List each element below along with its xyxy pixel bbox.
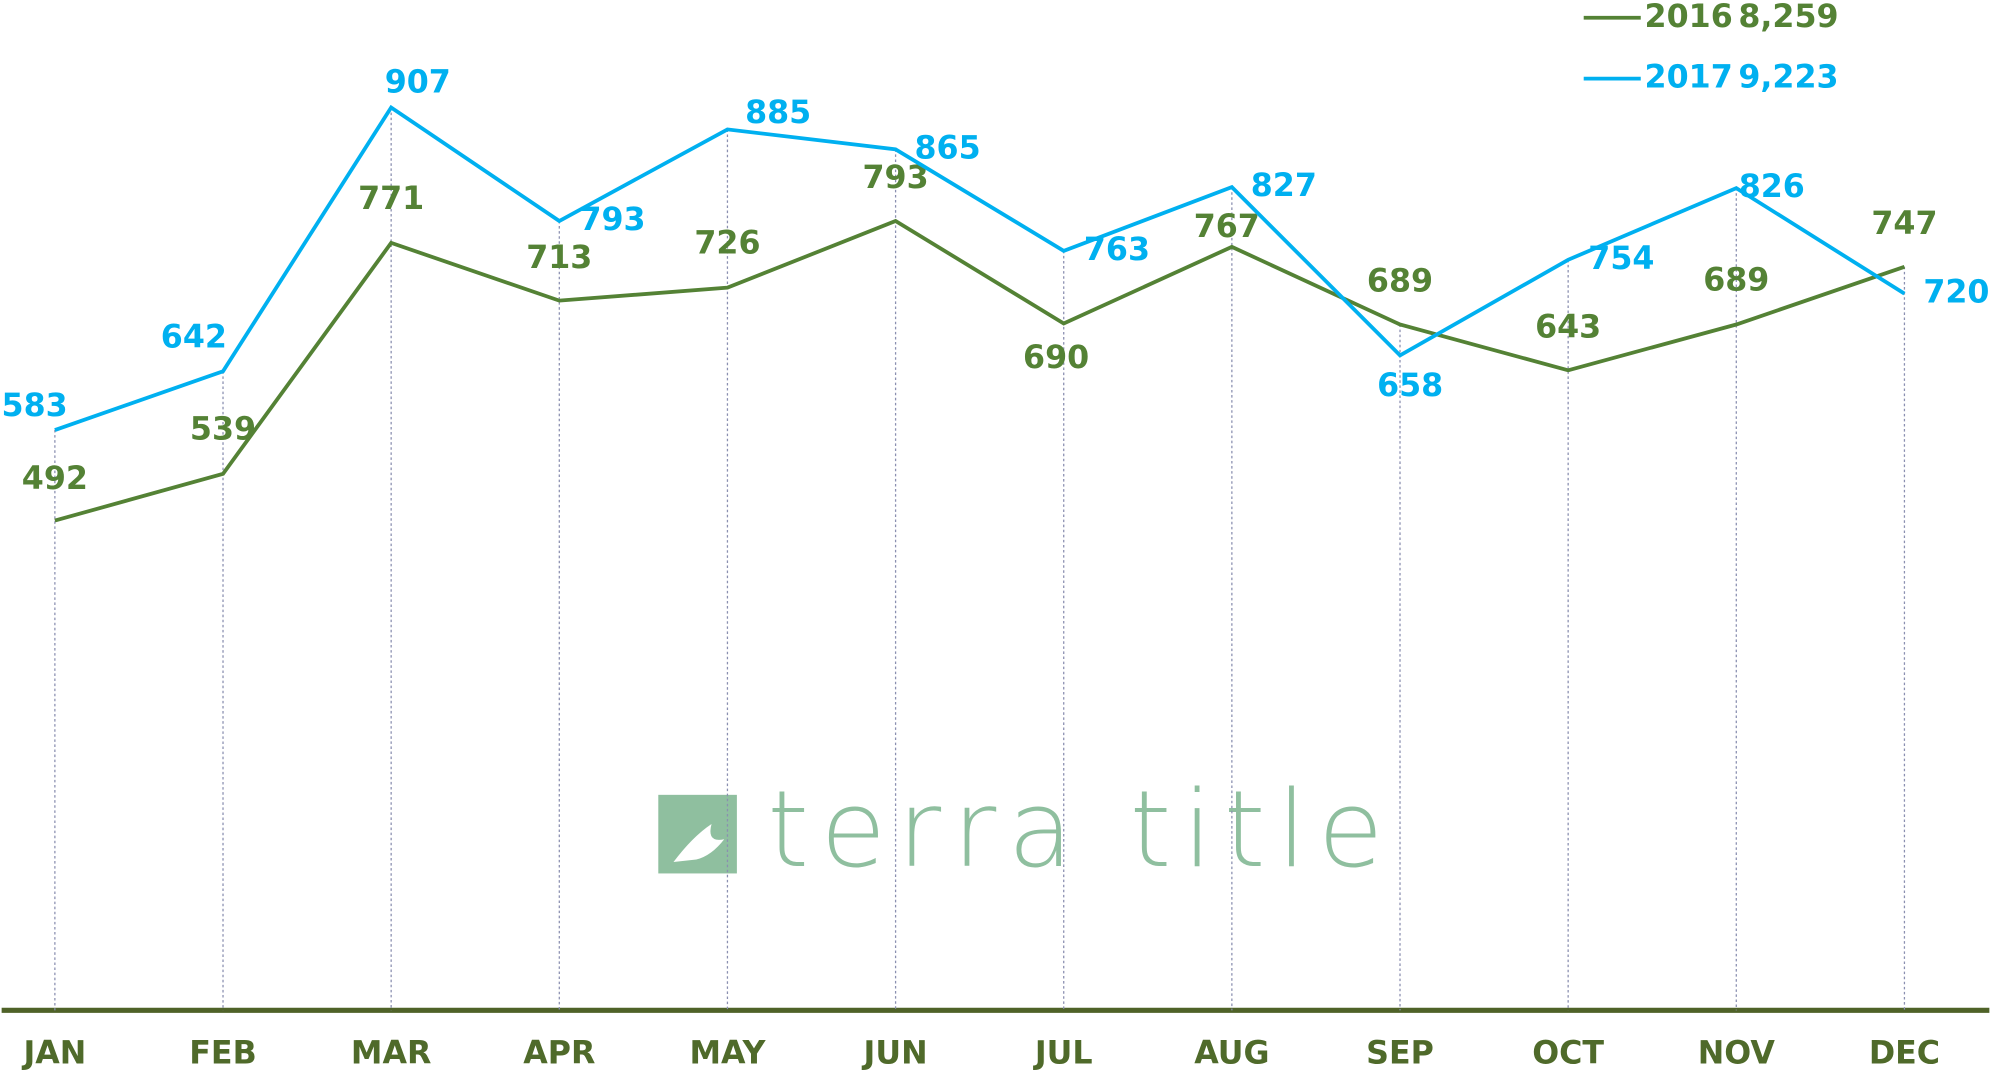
x-tick-label: OCT [1532, 1036, 1604, 1072]
legend-label: 2017 [1645, 60, 1733, 96]
x-tick-label: SEP [1366, 1036, 1434, 1072]
data-label: 754 [1588, 241, 1654, 277]
watermark-text: terra title [767, 768, 1395, 892]
data-label: 793 [579, 202, 645, 238]
data-label: 767 [1194, 209, 1260, 245]
data-label: 642 [161, 319, 227, 355]
data-label: 827 [1251, 168, 1317, 204]
x-tick-label: AUG [1194, 1036, 1269, 1072]
legend-total: 9,223 [1738, 60, 1838, 96]
data-label: 713 [526, 240, 592, 276]
x-tick-label: JAN [21, 1036, 86, 1072]
data-label: 726 [694, 226, 760, 262]
data-label: 793 [863, 160, 929, 196]
x-tick-label: NOV [1698, 1036, 1776, 1072]
data-label: 492 [22, 461, 88, 497]
legend-total: 8,259 [1738, 0, 1838, 35]
series-line [54, 218, 1906, 523]
x-tick-label: DEC [1869, 1036, 1940, 1072]
data-label: 885 [745, 95, 811, 131]
data-label: 826 [1739, 169, 1805, 205]
x-tick-label: APR [523, 1036, 595, 1072]
data-label: 747 [1871, 206, 1937, 242]
data-label: 689 [1367, 264, 1433, 300]
x-tick-label: JUN [862, 1036, 928, 1072]
data-label: 643 [1535, 309, 1601, 345]
data-label: 689 [1703, 262, 1769, 298]
data-label: 907 [385, 64, 451, 100]
data-label: 583 [2, 388, 68, 424]
data-label: 690 [1023, 340, 1089, 376]
legend-label: 2016 [1645, 0, 1733, 35]
x-tick-label: MAY [689, 1036, 766, 1072]
data-label: 771 [358, 181, 424, 217]
data-label: 539 [190, 412, 256, 448]
series-line [54, 104, 1906, 432]
data-label: 763 [1084, 232, 1150, 268]
data-label: 720 [1923, 275, 1989, 311]
watermark: terra title [658, 768, 1395, 892]
data-label: 658 [1377, 368, 1443, 404]
x-tick-label: JUL [1033, 1036, 1093, 1072]
logo [658, 794, 737, 874]
logo-leaf [673, 823, 725, 863]
data-label: 865 [914, 130, 980, 166]
x-tick-label: FEB [189, 1036, 256, 1072]
x-tick-label: MAR [351, 1036, 431, 1072]
